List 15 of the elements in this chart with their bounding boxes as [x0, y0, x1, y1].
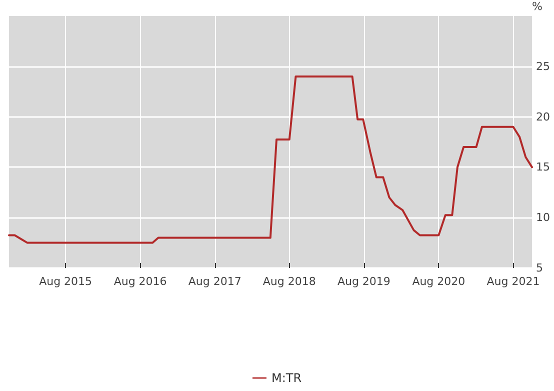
- x-tick-label: Aug 2016: [114, 275, 167, 288]
- x-tick-label: Aug 2019: [337, 275, 390, 288]
- line-series: [8, 75, 533, 244]
- y-tick-label: 5: [536, 262, 543, 274]
- y-axis-title: %: [532, 0, 542, 13]
- x-tick-label: Aug 2021: [486, 275, 540, 288]
- x-tick-label: Aug 2017: [188, 275, 242, 288]
- y-tick-label: 20: [536, 110, 550, 124]
- y-tick-label: 25: [536, 60, 550, 73]
- legend-label: M:TR: [271, 371, 302, 385]
- x-tick-label: Aug 2015: [39, 275, 92, 288]
- x-tick-label: Aug 2018: [262, 275, 316, 288]
- x-tick-label: Aug 2020: [412, 275, 466, 288]
- y-tick-label: 15: [536, 160, 550, 174]
- y-tick-label: 10: [536, 211, 550, 224]
